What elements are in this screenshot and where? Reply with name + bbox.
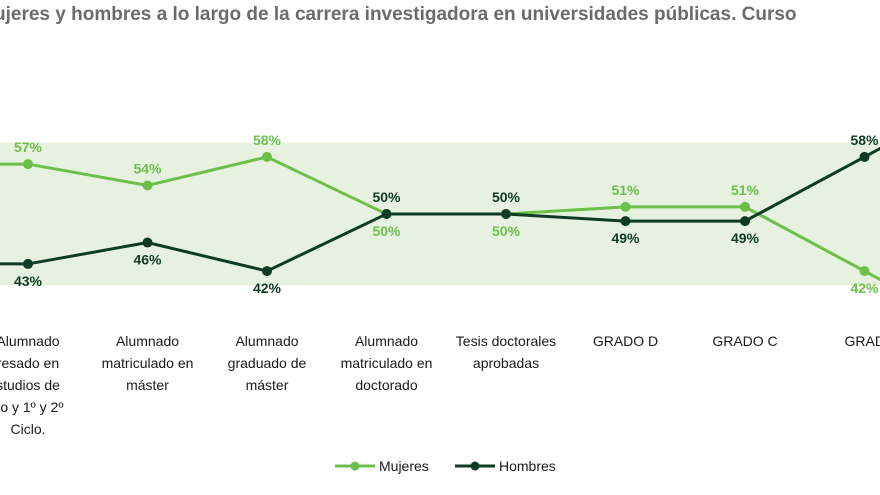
legend-mujeres: Mujeres (335, 458, 429, 474)
category-label: Alumnado graduado de máster (227, 333, 307, 393)
series-line-hombres (0, 146, 880, 273)
chart-title: ujeres y hombres a lo largo de la carrer… (0, 4, 797, 25)
data-label-hombres: 43% (14, 273, 43, 289)
data-label-mujeres: 58% (253, 132, 282, 148)
legend-hombres: Hombres (455, 458, 556, 474)
data-point-hombres (381, 209, 392, 219)
data-point-mujeres (740, 201, 750, 212)
category-label: GRADO (844, 333, 880, 349)
data-point-hombres (262, 266, 272, 277)
data-label-hombres: 50% (372, 189, 401, 205)
legend-hombres-label: Hombres (499, 458, 556, 474)
data-point-mujeres (23, 159, 33, 170)
category-label: Alumnado matriculado en doctorado (340, 333, 433, 393)
data-point-hombres (859, 151, 870, 162)
data-point-hombres (142, 237, 153, 248)
data-label-hombres: 49% (731, 230, 760, 246)
data-label-hombres: 49% (611, 230, 640, 246)
data-point-mujeres (142, 180, 153, 191)
category-label: Tesis doctorales aprobadas (455, 333, 557, 371)
data-label-mujeres: 50% (492, 223, 521, 239)
legend-hombres-marker (455, 461, 495, 471)
data-label-hombres: 42% (253, 280, 282, 296)
data-label-hombres: 58% (850, 132, 879, 148)
data-point-hombres (740, 216, 750, 227)
data-point-hombres (620, 216, 631, 227)
data-label-mujeres: 42% (850, 280, 879, 296)
data-point-mujeres (620, 201, 631, 212)
data-label-mujeres: 54% (133, 160, 162, 176)
data-point-mujeres (262, 151, 272, 162)
data-label-mujeres: 51% (611, 182, 640, 198)
category-label: GRADO C (712, 333, 778, 349)
legend-mujeres-label: Mujeres (379, 458, 429, 474)
data-point-hombres (23, 258, 33, 269)
data-point-hombres (501, 209, 511, 219)
data-label-hombres: 50% (492, 189, 521, 205)
data-point-mujeres (859, 266, 870, 277)
data-label-hombres: 46% (133, 252, 162, 268)
data-label-mujeres: 57% (14, 139, 43, 155)
category-label: Alumnado matriculado en máster (101, 333, 194, 393)
data-label-mujeres: 50% (372, 223, 401, 239)
legend-mujeres-marker (335, 461, 375, 471)
data-label-mujeres: 51% (731, 182, 760, 198)
category-label: GRADO D (592, 333, 659, 349)
